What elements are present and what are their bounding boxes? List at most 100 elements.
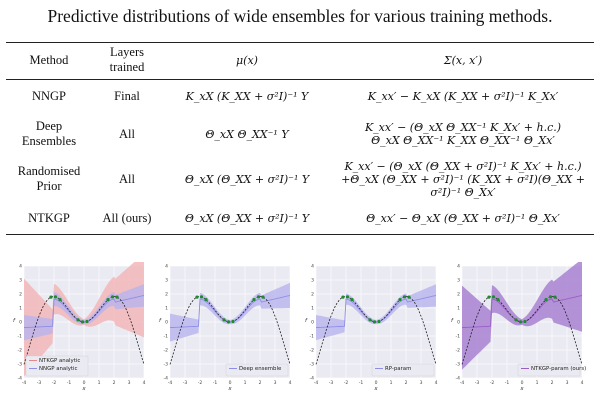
- header-method: Method: [29, 52, 69, 67]
- y-tick-label: 3: [457, 278, 460, 284]
- training-point: [58, 298, 62, 302]
- training-point: [350, 298, 354, 302]
- training-point: [553, 295, 557, 299]
- y-tick-label: -4: [456, 376, 461, 382]
- methods-table: Method Layers trained μ(x) Σ(x, x′) NNGP…: [6, 42, 594, 235]
- uncertainty-band: [24, 284, 144, 341]
- uncertainty-band: [316, 284, 436, 341]
- x-tick-label: 3: [128, 380, 131, 386]
- training-point: [252, 298, 256, 302]
- training-point: [80, 320, 85, 324]
- sigma-cell: K_xx′ − (Θ_xX (Θ_XX + σ²I)⁻¹ K_Xx′ + h.c…: [332, 156, 594, 202]
- mu-cell: K_xX (K_XX + σ²I)⁻¹ Y: [185, 89, 309, 103]
- training-point: [106, 298, 110, 302]
- x-tick-label: -1: [67, 380, 72, 386]
- training-point: [544, 298, 548, 302]
- y-tick-label: 3: [19, 278, 22, 284]
- y-axis-label: f: [305, 318, 308, 324]
- y-tick-label: 1: [165, 306, 168, 312]
- sigma-line: K_xx′ − (Θ_xX Θ_XX⁻¹ K_Xx′ + h.c.): [364, 121, 562, 134]
- x-tick-label: 4: [143, 380, 146, 386]
- training-point: [407, 295, 411, 299]
- training-point: [514, 318, 518, 322]
- sigma-line: K_xx′ − (Θ_xX (Θ_XX + σ²I)⁻¹ K_Xx′ + h.c…: [344, 159, 582, 173]
- method-cell: NTKGP: [28, 210, 70, 225]
- x-tick-label: -4: [314, 380, 319, 386]
- y-tick-label: -2: [18, 348, 23, 354]
- y-tick-label: 0: [19, 320, 22, 326]
- training-point: [110, 295, 115, 299]
- y-tick-label: 1: [311, 306, 314, 312]
- x-tick-label: -2: [490, 380, 495, 386]
- y-axis-label: f: [13, 318, 16, 324]
- y-tick-label: -2: [164, 348, 169, 354]
- legend-label: NTKGP analytic: [39, 358, 80, 364]
- x-tick-label: -3: [329, 380, 334, 386]
- x-tick-label: 1: [244, 380, 247, 386]
- sigma-line: Θ_xx′ − Θ_xX (Θ_XX + σ²I)⁻¹ Θ_Xx′: [366, 211, 560, 225]
- training-point: [548, 295, 553, 299]
- x-tick-label: 2: [113, 380, 116, 386]
- y-tick-label: 0: [457, 320, 460, 326]
- sigma-line: Θ_xX Θ_XX⁻¹ K_XX Θ_XX⁻¹ Θ_Xx′: [371, 134, 555, 147]
- figure-title: Predictive distributions of wide ensembl…: [47, 6, 553, 26]
- plot-svg: -4 -3 -2 -1 0 1 2 3 4 -4 -3 -2 -1 0 1 2 3 4 x f NTKGP analyt…: [13, 253, 146, 392]
- x-tick-label: -4: [168, 380, 173, 386]
- x-tick-label: 3: [274, 380, 277, 386]
- training-point: [53, 295, 58, 299]
- x-tick-label: 2: [259, 380, 262, 386]
- x-axis-label: x: [373, 386, 378, 392]
- y-tick-label: -4: [164, 376, 169, 382]
- training-point: [402, 295, 407, 299]
- y-tick-label: -3: [456, 362, 461, 368]
- training-point: [398, 298, 402, 302]
- x-tick-label: 4: [435, 380, 438, 386]
- header-sigma: Σ(x, x′): [443, 53, 483, 67]
- training-point: [85, 319, 89, 324]
- x-axis-label: x: [81, 386, 86, 392]
- y-tick-label: 1: [19, 306, 22, 312]
- x-tick-label: 1: [536, 380, 539, 386]
- plot-svg: -4 -3 -2 -1 0 1 2 3 4 -4 -3 -2 -1 0 1 2 3 4 x f RP-param: [305, 264, 438, 393]
- table-row: Deep Ensembles All Θ_xX Θ_XX⁻¹ Y K_xx′ −…: [6, 112, 594, 156]
- layers-cell: All (ours): [102, 210, 152, 225]
- x-tick-label: 0: [375, 380, 378, 386]
- x-tick-label: -1: [213, 380, 218, 386]
- x-tick-label: 1: [390, 380, 393, 386]
- legend-label: RP-param: [385, 366, 411, 372]
- layers-cell: All: [119, 126, 135, 141]
- y-tick-label: 0: [165, 320, 168, 326]
- training-point: [518, 320, 523, 324]
- y-tick-label: 4: [311, 264, 314, 270]
- y-tick-label: -3: [18, 362, 23, 368]
- y-tick-label: 2: [311, 292, 314, 298]
- plot-panels: -4 -3 -2 -1 0 1 2 3 4 -4 -3 -2 -1 0 1 2 3 4 x f NTKGP analyt…: [0, 253, 600, 400]
- x-tick-label: 4: [581, 380, 584, 386]
- training-point: [76, 318, 80, 322]
- training-point: [195, 295, 199, 299]
- uncertainty-band: [24, 253, 144, 377]
- sigma-cell: K_xx′ − (Θ_xX Θ_XX⁻¹ K_Xx′ + h.c.) Θ_xX …: [332, 112, 594, 156]
- x-axis-label: x: [227, 386, 232, 392]
- y-tick-label: 1: [457, 306, 460, 312]
- training-point: [231, 319, 235, 324]
- y-tick-label: -1: [310, 334, 315, 340]
- plot-svg: -4 -3 -2 -1 0 1 2 3 4 -4 -3 -2 -1 0 1 2 3 4 x f Deep ensembl…: [159, 264, 292, 393]
- training-point: [256, 295, 261, 299]
- header-mu: μ(x): [236, 53, 258, 67]
- training-point: [372, 320, 377, 324]
- x-axis-label: x: [519, 386, 524, 392]
- training-point: [199, 295, 204, 299]
- training-point: [491, 295, 496, 299]
- y-tick-label: -2: [456, 348, 461, 354]
- y-tick-label: -2: [310, 348, 315, 354]
- legend-box: [225, 363, 289, 377]
- legend-label: NNGP analytic: [39, 366, 78, 372]
- mu-cell: Θ_xX (Θ_XX + σ²I)⁻¹ Y: [184, 211, 310, 225]
- table-header: Method Layers trained μ(x) Σ(x, x′): [6, 42, 594, 80]
- y-tick-label: -1: [164, 334, 169, 340]
- x-tick-label: -3: [475, 380, 480, 386]
- mu-cell: Θ_xX (Θ_XX + σ²I)⁻¹ Y: [184, 172, 310, 186]
- plot-panel-nngp: -4 -3 -2 -1 0 1 2 3 4 -4 -3 -2 -1 0 1 2 3 4 x f NTKGP analyt…: [10, 253, 148, 400]
- y-tick-label: 3: [311, 278, 314, 284]
